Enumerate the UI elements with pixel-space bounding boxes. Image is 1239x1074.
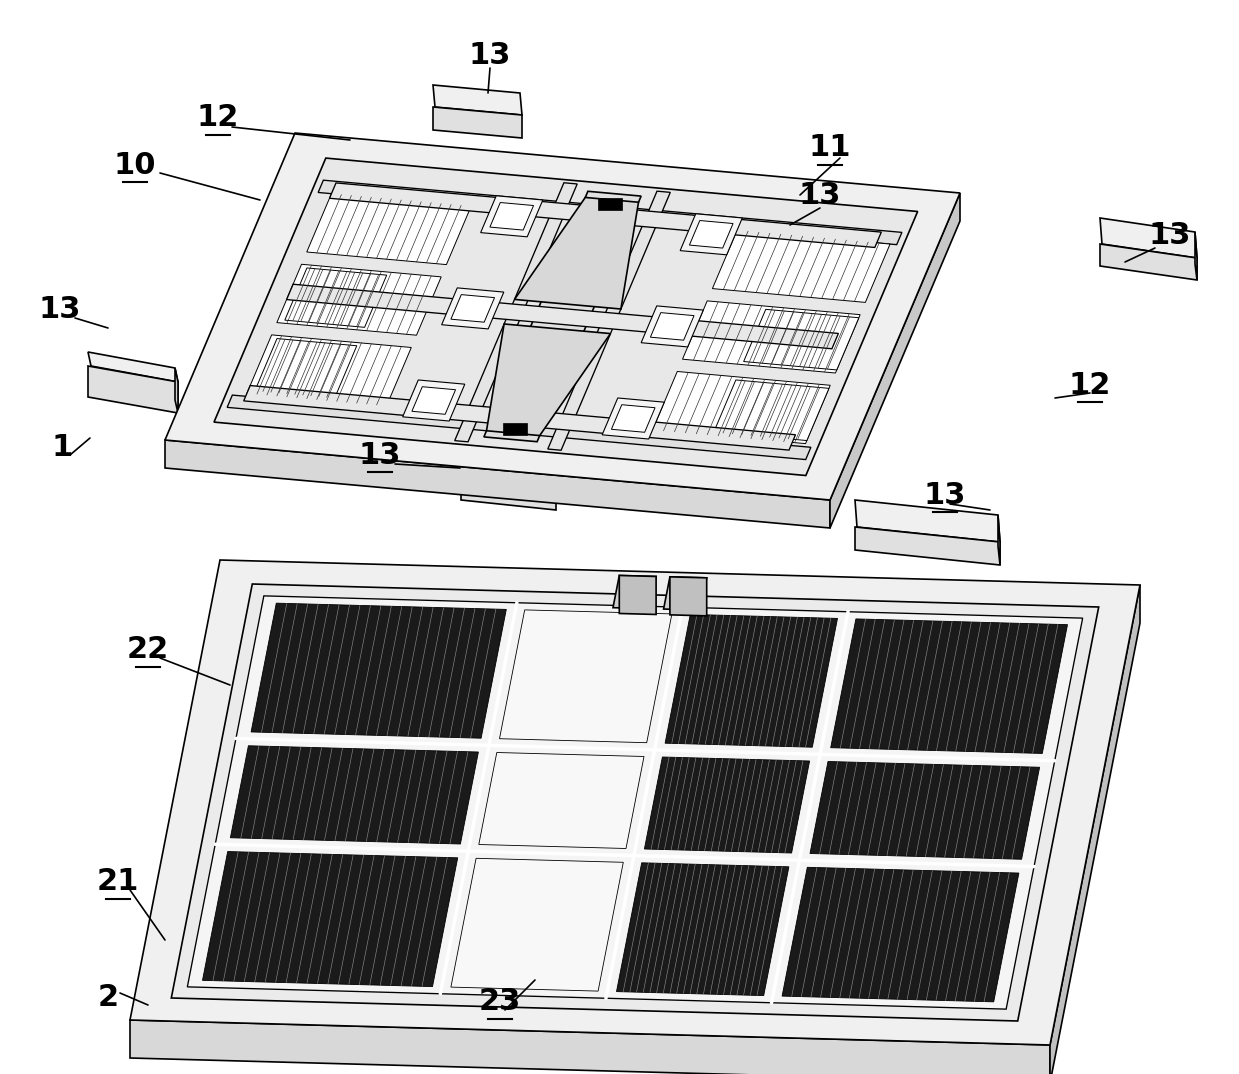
Polygon shape: [997, 516, 1000, 565]
Polygon shape: [665, 614, 838, 748]
Text: 10: 10: [114, 150, 156, 179]
Polygon shape: [276, 264, 441, 335]
Text: 12: 12: [1069, 371, 1111, 400]
Polygon shape: [227, 395, 810, 460]
Polygon shape: [130, 560, 1140, 1045]
Polygon shape: [617, 862, 789, 996]
Polygon shape: [514, 198, 638, 309]
Polygon shape: [613, 576, 657, 609]
Text: 1: 1: [51, 434, 73, 463]
Polygon shape: [650, 313, 694, 340]
Polygon shape: [714, 380, 829, 440]
Polygon shape: [664, 577, 706, 610]
Polygon shape: [307, 193, 471, 264]
Polygon shape: [202, 852, 457, 987]
Polygon shape: [602, 398, 664, 439]
Polygon shape: [252, 604, 507, 738]
Polygon shape: [1100, 244, 1197, 280]
Polygon shape: [620, 576, 657, 614]
Polygon shape: [680, 214, 742, 255]
Polygon shape: [318, 180, 902, 245]
Polygon shape: [598, 199, 622, 211]
Polygon shape: [653, 372, 830, 444]
Polygon shape: [830, 193, 960, 528]
Text: 13: 13: [1149, 220, 1191, 249]
Polygon shape: [247, 335, 411, 406]
Polygon shape: [230, 745, 478, 844]
Text: 12: 12: [197, 103, 239, 132]
Polygon shape: [1049, 585, 1140, 1074]
Polygon shape: [481, 195, 543, 237]
Polygon shape: [641, 306, 704, 347]
Polygon shape: [644, 757, 809, 853]
Polygon shape: [286, 285, 839, 349]
Text: 22: 22: [126, 636, 170, 665]
Polygon shape: [171, 584, 1099, 1021]
Polygon shape: [683, 301, 860, 373]
Polygon shape: [478, 753, 644, 848]
Polygon shape: [175, 368, 178, 413]
Polygon shape: [451, 294, 494, 322]
Text: 23: 23: [479, 987, 522, 1016]
Polygon shape: [88, 366, 178, 413]
Polygon shape: [499, 610, 672, 743]
Polygon shape: [1100, 218, 1197, 258]
Polygon shape: [255, 338, 357, 398]
Polygon shape: [548, 191, 670, 450]
Polygon shape: [165, 133, 960, 500]
Polygon shape: [403, 380, 465, 421]
Text: 13: 13: [38, 295, 82, 324]
Polygon shape: [432, 107, 522, 137]
Polygon shape: [484, 191, 641, 441]
Polygon shape: [130, 1020, 1049, 1074]
Polygon shape: [330, 183, 881, 247]
Polygon shape: [855, 500, 1000, 542]
Polygon shape: [461, 480, 556, 510]
Polygon shape: [487, 324, 611, 436]
Polygon shape: [810, 761, 1040, 859]
Polygon shape: [455, 183, 577, 441]
Polygon shape: [411, 387, 456, 415]
Polygon shape: [441, 288, 504, 329]
Polygon shape: [461, 455, 556, 490]
Text: 11: 11: [809, 133, 851, 162]
Polygon shape: [285, 267, 387, 328]
Polygon shape: [712, 230, 890, 303]
Text: 21: 21: [97, 868, 139, 897]
Polygon shape: [782, 868, 1018, 1002]
Polygon shape: [830, 619, 1068, 754]
Polygon shape: [165, 440, 830, 528]
Polygon shape: [432, 85, 522, 115]
Polygon shape: [244, 386, 795, 450]
Polygon shape: [743, 309, 859, 369]
Text: 2: 2: [98, 984, 119, 1013]
Polygon shape: [1194, 232, 1197, 280]
Polygon shape: [611, 405, 655, 432]
Polygon shape: [214, 158, 918, 476]
Text: 13: 13: [799, 180, 841, 209]
Polygon shape: [689, 220, 733, 248]
Polygon shape: [503, 422, 527, 435]
Text: 13: 13: [359, 440, 401, 469]
Text: 13: 13: [924, 480, 966, 509]
Polygon shape: [489, 203, 534, 230]
Polygon shape: [187, 596, 1083, 1010]
Polygon shape: [670, 577, 706, 615]
Polygon shape: [88, 352, 178, 382]
Polygon shape: [855, 527, 1000, 565]
Text: 13: 13: [468, 41, 512, 70]
Polygon shape: [451, 858, 623, 991]
